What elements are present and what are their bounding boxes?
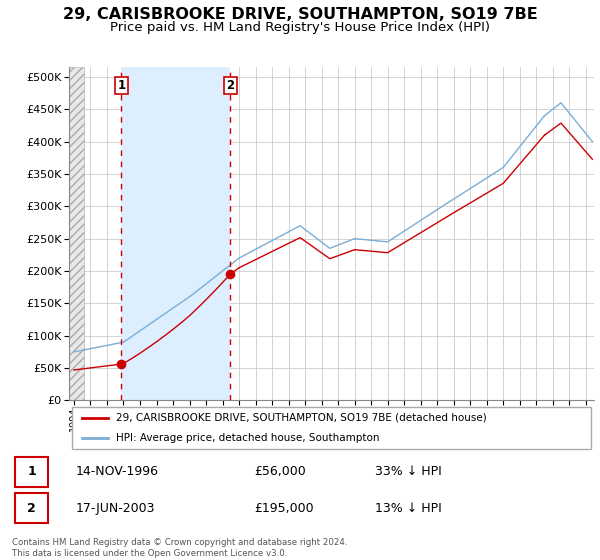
FancyBboxPatch shape (15, 456, 48, 487)
Text: 2: 2 (226, 79, 234, 92)
Text: Price paid vs. HM Land Registry's House Price Index (HPI): Price paid vs. HM Land Registry's House … (110, 21, 490, 34)
Text: 13% ↓ HPI: 13% ↓ HPI (375, 502, 442, 515)
Text: 29, CARISBROOKE DRIVE, SOUTHAMPTON, SO19 7BE (detached house): 29, CARISBROOKE DRIVE, SOUTHAMPTON, SO19… (116, 413, 487, 423)
Bar (69, 67, 84, 400)
Text: 2: 2 (27, 502, 36, 515)
FancyBboxPatch shape (15, 493, 48, 524)
Text: £56,000: £56,000 (254, 465, 305, 478)
Text: £195,000: £195,000 (254, 502, 314, 515)
Text: 14-NOV-1996: 14-NOV-1996 (76, 465, 158, 478)
Text: 17-JUN-2003: 17-JUN-2003 (76, 502, 155, 515)
Text: HPI: Average price, detached house, Southampton: HPI: Average price, detached house, Sout… (116, 433, 380, 444)
Text: 29, CARISBROOKE DRIVE, SOUTHAMPTON, SO19 7BE: 29, CARISBROOKE DRIVE, SOUTHAMPTON, SO19… (62, 7, 538, 22)
FancyBboxPatch shape (71, 407, 591, 449)
Text: 1: 1 (117, 79, 125, 92)
Text: 1: 1 (27, 465, 36, 478)
Text: 33% ↓ HPI: 33% ↓ HPI (375, 465, 442, 478)
Text: Contains HM Land Registry data © Crown copyright and database right 2024.
This d: Contains HM Land Registry data © Crown c… (12, 538, 347, 558)
Bar (121, 67, 230, 400)
